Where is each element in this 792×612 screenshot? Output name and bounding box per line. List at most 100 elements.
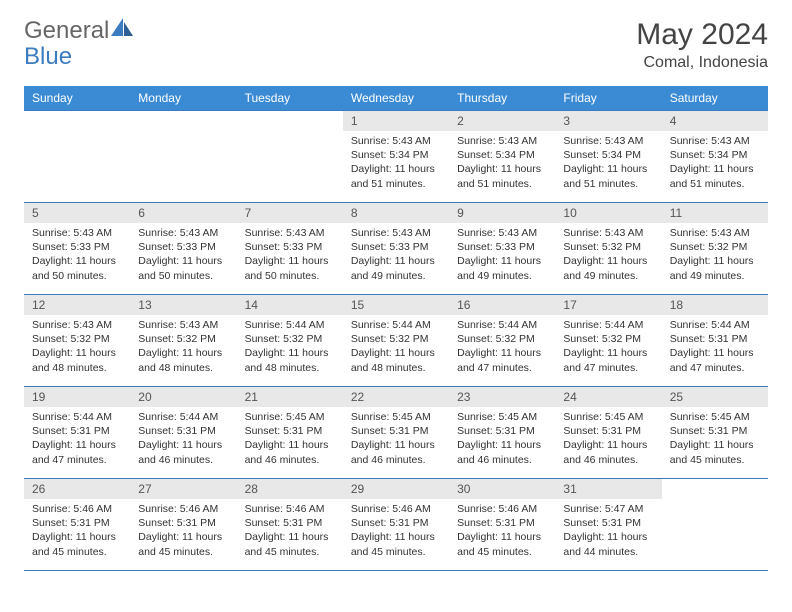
day-sr: Sunrise: 5:43 AM xyxy=(32,226,122,240)
calendar-day-cell: 16Sunrise: 5:44 AMSunset: 5:32 PMDayligh… xyxy=(449,295,555,387)
day-sr: Sunrise: 5:47 AM xyxy=(563,502,653,516)
day-ss: Sunset: 5:32 PM xyxy=(32,332,122,346)
calendar-day-cell: 5Sunrise: 5:43 AMSunset: 5:33 PMDaylight… xyxy=(24,203,130,295)
day-ss: Sunset: 5:31 PM xyxy=(351,516,441,530)
day-sr: Sunrise: 5:43 AM xyxy=(563,226,653,240)
calendar-day-cell xyxy=(24,111,130,203)
day-sr: Sunrise: 5:43 AM xyxy=(138,318,228,332)
day-sr: Sunrise: 5:46 AM xyxy=(457,502,547,516)
day-info: Sunrise: 5:44 AMSunset: 5:31 PMDaylight:… xyxy=(662,315,768,381)
day-d1: Daylight: 11 hours xyxy=(457,254,547,268)
day-number: 24 xyxy=(555,387,661,407)
day-d2: and 46 minutes. xyxy=(138,453,228,467)
day-info: Sunrise: 5:43 AMSunset: 5:33 PMDaylight:… xyxy=(24,223,130,289)
day-sr: Sunrise: 5:44 AM xyxy=(138,410,228,424)
day-sr: Sunrise: 5:43 AM xyxy=(457,226,547,240)
day-ss: Sunset: 5:31 PM xyxy=(245,424,335,438)
day-info: Sunrise: 5:46 AMSunset: 5:31 PMDaylight:… xyxy=(130,499,236,565)
day-ss: Sunset: 5:32 PM xyxy=(457,332,547,346)
day-sr: Sunrise: 5:44 AM xyxy=(245,318,335,332)
day-d2: and 48 minutes. xyxy=(245,361,335,375)
calendar-week: 26Sunrise: 5:46 AMSunset: 5:31 PMDayligh… xyxy=(24,479,768,571)
day-sr: Sunrise: 5:46 AM xyxy=(32,502,122,516)
day-number: 31 xyxy=(555,479,661,499)
day-d1: Daylight: 11 hours xyxy=(351,254,441,268)
day-sr: Sunrise: 5:45 AM xyxy=(245,410,335,424)
day-ss: Sunset: 5:31 PM xyxy=(670,332,760,346)
day-d1: Daylight: 11 hours xyxy=(351,530,441,544)
day-d2: and 45 minutes. xyxy=(245,545,335,559)
day-ss: Sunset: 5:34 PM xyxy=(563,148,653,162)
day-info: Sunrise: 5:43 AMSunset: 5:33 PMDaylight:… xyxy=(237,223,343,289)
calendar-day-cell: 1Sunrise: 5:43 AMSunset: 5:34 PMDaylight… xyxy=(343,111,449,203)
day-d2: and 48 minutes. xyxy=(138,361,228,375)
day-sr: Sunrise: 5:43 AM xyxy=(563,134,653,148)
day-d1: Daylight: 11 hours xyxy=(245,254,335,268)
day-number: 13 xyxy=(130,295,236,315)
day-header: Monday xyxy=(130,86,236,111)
day-info: Sunrise: 5:46 AMSunset: 5:31 PMDaylight:… xyxy=(449,499,555,565)
calendar-day-cell: 10Sunrise: 5:43 AMSunset: 5:32 PMDayligh… xyxy=(555,203,661,295)
day-ss: Sunset: 5:32 PM xyxy=(351,332,441,346)
day-number: 9 xyxy=(449,203,555,223)
day-d2: and 45 minutes. xyxy=(351,545,441,559)
day-number: 29 xyxy=(343,479,449,499)
day-d2: and 51 minutes. xyxy=(670,177,760,191)
day-d2: and 49 minutes. xyxy=(670,269,760,283)
day-sr: Sunrise: 5:45 AM xyxy=(563,410,653,424)
day-header: Friday xyxy=(555,86,661,111)
calendar-day-cell: 26Sunrise: 5:46 AMSunset: 5:31 PMDayligh… xyxy=(24,479,130,571)
day-d2: and 45 minutes. xyxy=(32,545,122,559)
day-d1: Daylight: 11 hours xyxy=(563,438,653,452)
day-d1: Daylight: 11 hours xyxy=(457,162,547,176)
day-d1: Daylight: 11 hours xyxy=(670,162,760,176)
day-d1: Daylight: 11 hours xyxy=(138,438,228,452)
day-d2: and 48 minutes. xyxy=(351,361,441,375)
day-info: Sunrise: 5:44 AMSunset: 5:32 PMDaylight:… xyxy=(555,315,661,381)
day-sr: Sunrise: 5:46 AM xyxy=(138,502,228,516)
day-d2: and 49 minutes. xyxy=(457,269,547,283)
day-d2: and 51 minutes. xyxy=(563,177,653,191)
day-info: Sunrise: 5:44 AMSunset: 5:32 PMDaylight:… xyxy=(449,315,555,381)
day-info: Sunrise: 5:45 AMSunset: 5:31 PMDaylight:… xyxy=(662,407,768,473)
calendar-day-cell: 28Sunrise: 5:46 AMSunset: 5:31 PMDayligh… xyxy=(237,479,343,571)
day-number: 1 xyxy=(343,111,449,131)
day-sr: Sunrise: 5:44 AM xyxy=(32,410,122,424)
day-number: 10 xyxy=(555,203,661,223)
day-d2: and 48 minutes. xyxy=(32,361,122,375)
day-d2: and 50 minutes. xyxy=(32,269,122,283)
calendar-day-cell: 31Sunrise: 5:47 AMSunset: 5:31 PMDayligh… xyxy=(555,479,661,571)
day-d2: and 47 minutes. xyxy=(670,361,760,375)
day-number: 8 xyxy=(343,203,449,223)
calendar-day-cell: 30Sunrise: 5:46 AMSunset: 5:31 PMDayligh… xyxy=(449,479,555,571)
calendar-day-cell: 12Sunrise: 5:43 AMSunset: 5:32 PMDayligh… xyxy=(24,295,130,387)
day-d2: and 44 minutes. xyxy=(563,545,653,559)
day-number: 17 xyxy=(555,295,661,315)
day-info: Sunrise: 5:43 AMSunset: 5:33 PMDaylight:… xyxy=(449,223,555,289)
calendar-day-cell: 27Sunrise: 5:46 AMSunset: 5:31 PMDayligh… xyxy=(130,479,236,571)
day-d1: Daylight: 11 hours xyxy=(457,346,547,360)
day-ss: Sunset: 5:31 PM xyxy=(563,424,653,438)
day-number: 26 xyxy=(24,479,130,499)
day-d1: Daylight: 11 hours xyxy=(138,254,228,268)
day-d2: and 46 minutes. xyxy=(245,453,335,467)
day-sr: Sunrise: 5:45 AM xyxy=(351,410,441,424)
calendar-day-cell xyxy=(237,111,343,203)
day-ss: Sunset: 5:34 PM xyxy=(351,148,441,162)
day-d2: and 46 minutes. xyxy=(457,453,547,467)
day-d1: Daylight: 11 hours xyxy=(32,438,122,452)
day-ss: Sunset: 5:31 PM xyxy=(138,424,228,438)
day-number: 6 xyxy=(130,203,236,223)
day-info: Sunrise: 5:43 AMSunset: 5:32 PMDaylight:… xyxy=(24,315,130,381)
calendar-day-cell: 9Sunrise: 5:43 AMSunset: 5:33 PMDaylight… xyxy=(449,203,555,295)
day-info: Sunrise: 5:45 AMSunset: 5:31 PMDaylight:… xyxy=(343,407,449,473)
day-d1: Daylight: 11 hours xyxy=(563,162,653,176)
day-number: 22 xyxy=(343,387,449,407)
day-d2: and 50 minutes. xyxy=(138,269,228,283)
day-number: 15 xyxy=(343,295,449,315)
day-d1: Daylight: 11 hours xyxy=(457,530,547,544)
calendar-week: 5Sunrise: 5:43 AMSunset: 5:33 PMDaylight… xyxy=(24,203,768,295)
day-ss: Sunset: 5:33 PM xyxy=(138,240,228,254)
day-d1: Daylight: 11 hours xyxy=(457,438,547,452)
calendar-day-cell: 20Sunrise: 5:44 AMSunset: 5:31 PMDayligh… xyxy=(130,387,236,479)
